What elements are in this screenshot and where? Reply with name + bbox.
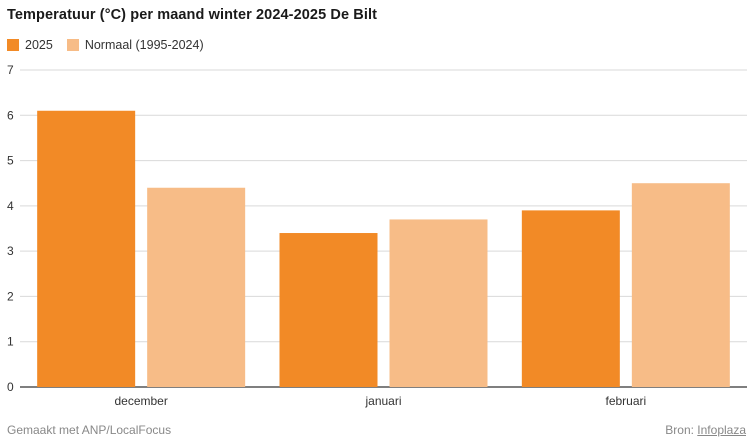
y-tick-label: 2 <box>7 289 14 303</box>
y-tick-label: 7 <box>7 63 14 77</box>
source-label: Bron: <box>665 423 694 437</box>
footer-credit: Gemaakt met ANP/LocalFocus <box>7 423 172 437</box>
gridlines <box>20 69 747 388</box>
y-tick-label: 1 <box>7 335 14 349</box>
bar-februari-normaal[interactable] <box>631 183 730 387</box>
bar-december-normaal[interactable] <box>147 187 246 387</box>
bar-januari-2025[interactable] <box>279 233 378 387</box>
legend-swatch-2025 <box>7 39 19 51</box>
y-tick-label: 5 <box>7 154 14 168</box>
y-axis: 0 1 2 3 4 5 6 7 <box>7 63 14 394</box>
source-link[interactable]: Infoplaza <box>697 423 746 437</box>
legend-item-2025: 2025 <box>7 38 53 52</box>
y-tick-label: 4 <box>7 199 14 213</box>
footer-source: Bron: Infoplaza <box>665 423 746 437</box>
x-tick-label-december: december <box>114 394 167 408</box>
x-tick-label-januari: januari <box>364 394 401 408</box>
legend: 2025 Normaal (1995-2024) <box>7 38 218 52</box>
y-tick-label: 6 <box>7 108 14 122</box>
bar-februari-2025[interactable] <box>521 210 620 387</box>
legend-swatch-normaal <box>66 39 79 51</box>
x-axis: december januari februari <box>114 394 646 408</box>
bars <box>37 110 730 387</box>
y-tick-label: 3 <box>7 244 14 258</box>
chart-title: Temperatuur (°C) per maand winter 2024-2… <box>7 7 378 23</box>
legend-label-2025: 2025 <box>25 38 53 52</box>
x-tick-label-februari: februari <box>605 394 646 408</box>
legend-label-normaal: Normaal (1995-2024) <box>84 38 204 52</box>
bar-december-2025[interactable] <box>37 110 136 387</box>
y-tick-label: 0 <box>7 380 14 394</box>
bar-januari-normaal[interactable] <box>389 219 488 387</box>
legend-item-normaal: Normaal (1995-2024) <box>66 38 204 52</box>
